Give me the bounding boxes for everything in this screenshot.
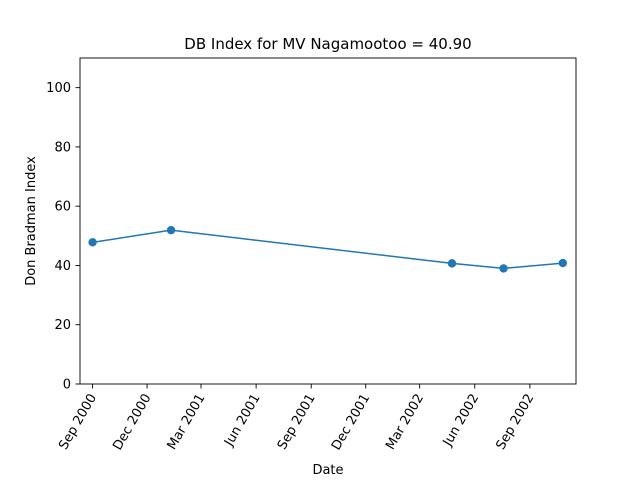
y-tick-label: 80: [54, 140, 71, 155]
data-point-2: [447, 259, 457, 268]
y-tick-label: 60: [54, 200, 71, 215]
series-line-0: [92, 229, 563, 270]
x-tick-label: Mar 2001: [165, 392, 209, 453]
y-axis: 0 20 40 60 80 100: [46, 81, 80, 393]
y-tick-label: 40: [54, 259, 71, 274]
y-tick-label: 100: [46, 81, 71, 96]
x-axis-label: Date: [312, 463, 343, 478]
x-tick-label: Jun 2001: [221, 392, 263, 450]
axes-frame: [79, 57, 577, 385]
data-point-1: [166, 225, 176, 235]
chart-title: DB Index for MV Nagamootoo = 40.90: [184, 35, 471, 53]
y-axis-label: Don Bradman Index: [24, 156, 39, 286]
data-point-0: [88, 238, 97, 247]
x-tick-label: Jun 2002: [440, 392, 482, 450]
x-tick-label: Sep 2002: [493, 392, 537, 453]
x-tick-label: Sep 2001: [275, 392, 319, 453]
y-tick-label: 20: [54, 318, 71, 333]
x-tick-label: Mar 2002: [383, 392, 427, 453]
x-axis: Sep 2000 Dec 2000 Mar 2001 Jun 2001 Sep 2001…: [56, 384, 537, 453]
x-tick-label: Sep 2000: [56, 392, 100, 453]
plot-area: [79, 57, 577, 385]
x-tick-label: Dec 2001: [329, 392, 373, 454]
x-tick-label: Dec 2000: [110, 392, 154, 454]
data-point-3: [499, 264, 508, 273]
y-tick-label: 0: [63, 378, 71, 393]
data-point-4: [558, 258, 568, 268]
